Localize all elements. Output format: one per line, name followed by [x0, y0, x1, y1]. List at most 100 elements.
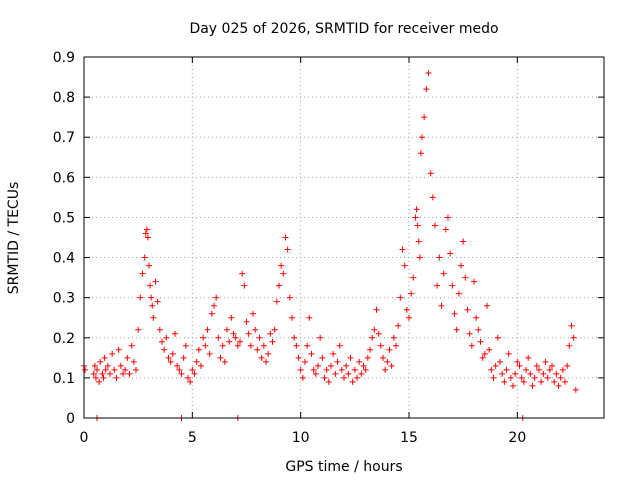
data-point: [176, 366, 183, 373]
data-point: [167, 358, 174, 365]
data-point: [336, 342, 343, 349]
data-point: [286, 294, 293, 301]
data-point: [419, 134, 425, 141]
data-point: [351, 366, 358, 373]
y-tick-label: 0.7: [53, 130, 75, 146]
data-point: [202, 342, 209, 349]
data-point: [373, 306, 380, 313]
data-point: [100, 374, 107, 381]
data-point: [256, 334, 263, 341]
data-point: [206, 350, 213, 357]
data-point: [91, 362, 98, 369]
data-point: [460, 238, 467, 245]
data-point: [161, 346, 168, 353]
data-point: [415, 238, 422, 245]
data-point: [512, 370, 519, 377]
data-point: [345, 370, 352, 377]
data-point: [369, 334, 376, 341]
data-point: [128, 342, 135, 349]
data-point: [204, 326, 211, 333]
data-point: [293, 342, 300, 349]
data-point: [109, 350, 116, 357]
data-point: [308, 350, 315, 357]
data-point: [367, 346, 373, 353]
x-axis-label: GPS time / hours: [285, 459, 402, 475]
data-point: [434, 282, 441, 289]
data-point: [291, 334, 298, 341]
data-point: [232, 334, 239, 341]
data-point: [432, 222, 438, 229]
data-point: [388, 362, 395, 369]
data-point: [97, 358, 104, 365]
data-point: [289, 314, 295, 321]
data-point: [178, 370, 185, 377]
data-point: [490, 374, 497, 381]
data-point: [174, 362, 181, 369]
data-point: [208, 310, 215, 317]
data-point: [96, 378, 103, 385]
data-point: [471, 278, 477, 285]
y-axis-label: SRMTID / TECUs: [6, 182, 22, 295]
data-point: [536, 366, 542, 373]
data-point: [263, 358, 269, 365]
data-point: [449, 282, 456, 289]
data-point: [382, 366, 389, 373]
data-point: [280, 270, 287, 277]
data-point: [130, 358, 137, 365]
plot-frame: [83, 56, 605, 419]
data-point: [332, 370, 339, 377]
data-point: [377, 342, 384, 349]
data-point: [401, 262, 408, 269]
data-point: [390, 334, 397, 341]
data-point: [90, 370, 97, 377]
data-point: [494, 334, 501, 341]
data-point: [540, 370, 547, 377]
data-point: [466, 330, 473, 337]
data-point: [302, 358, 308, 365]
data-point: [117, 362, 124, 369]
data-point: [325, 378, 332, 385]
grid-layer: [84, 57, 604, 418]
data-point: [142, 230, 149, 237]
data-point: [395, 322, 402, 329]
data-point: [544, 374, 551, 381]
data-point: [384, 358, 391, 365]
data-point: [510, 382, 516, 389]
data-point: [146, 262, 152, 269]
data-point: [211, 302, 217, 309]
data-point: [152, 278, 159, 285]
data-point: [445, 214, 451, 221]
axis-ticks: 0 0.1 0.2 0.3 0.4 0.5 0.6 0.7 0.8 0.9 0 5 10 15 20: [53, 50, 604, 446]
data-point: [328, 362, 334, 369]
data-point: [414, 222, 421, 229]
data-point: [347, 354, 354, 361]
data-point: [393, 342, 399, 349]
data-point: [343, 362, 350, 369]
data-point: [542, 358, 549, 365]
data-point: [141, 254, 148, 261]
data-point: [354, 374, 360, 381]
data-point: [284, 246, 291, 253]
data-point: [538, 378, 545, 385]
data-point: [304, 342, 311, 349]
data-point: [427, 170, 434, 177]
data-point: [475, 326, 482, 333]
data-point: [356, 358, 363, 365]
data-point: [276, 282, 282, 289]
data-point: [139, 270, 146, 277]
data-point: [213, 294, 220, 301]
data-point: [507, 374, 514, 381]
x-tick-label: 20: [508, 430, 526, 446]
data-point: [245, 330, 252, 337]
data-point: [364, 354, 371, 361]
data-point: [520, 378, 527, 385]
y-tick-label: 0.3: [53, 291, 75, 307]
data-point: [193, 358, 200, 365]
data-point: [111, 366, 118, 373]
data-point: [488, 366, 495, 373]
data-point: [221, 358, 228, 365]
data-point: [102, 366, 109, 373]
data-point: [533, 362, 540, 369]
data-point: [169, 350, 176, 357]
data-point: [458, 262, 464, 269]
